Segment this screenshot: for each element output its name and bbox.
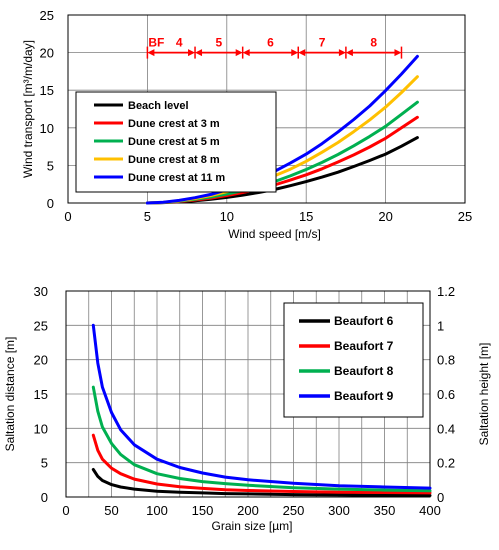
plot-frame: [67, 14, 466, 204]
x-axis-label: Wind speed [m/s]: [228, 227, 321, 241]
beaufort-number: 7: [319, 36, 326, 50]
x-tick-label: 10: [220, 209, 234, 224]
y-tick-label: 10: [40, 121, 54, 136]
beaufort-arrowhead: [291, 49, 299, 57]
y2-tick-label: 0: [437, 490, 444, 505]
x-tick-label: 150: [192, 503, 214, 518]
y-tick-label: 0: [47, 196, 54, 211]
beaufort-arrowhead: [195, 49, 203, 57]
beaufort-arrowhead: [235, 49, 243, 57]
y2-tick-label: 1: [437, 318, 444, 333]
x-axis-label: Grain size [µm]: [212, 519, 293, 533]
y-axis-label: Saltation distance [m]: [3, 337, 17, 452]
beaufort-arrowhead: [188, 49, 196, 57]
y-axis-label: Wind transport [m³/m/day]: [21, 40, 35, 178]
x-tick-label: 20: [378, 209, 392, 224]
y-tick-label: 5: [41, 456, 48, 471]
y-tick-label: 0: [41, 490, 48, 505]
y-tick-label: 15: [34, 387, 48, 402]
series-line: [91, 468, 432, 497]
series-line: [145, 54, 419, 205]
legend-entry: Beaufort 8: [334, 364, 394, 378]
beaufort-number: 6: [267, 36, 274, 50]
series-line: [91, 385, 432, 493]
legend-entry: Beach level: [128, 100, 189, 112]
beaufort-number: 5: [216, 36, 223, 50]
beaufort-arrowhead: [394, 49, 402, 57]
legend-entry: Beaufort 7: [334, 339, 394, 353]
y-tick-label: 5: [47, 158, 54, 173]
legend-entry: Dune crest at 8 m: [128, 154, 220, 166]
x-tick-label: 250: [283, 503, 305, 518]
legend-entry: Beaufort 9: [334, 389, 394, 403]
y2-tick-label: 0.2: [437, 456, 455, 471]
y2-tick-label: 0.6: [437, 387, 455, 402]
beaufort-label: BF: [148, 36, 164, 50]
beaufort-number: 4: [176, 36, 183, 50]
y-tick-label: 20: [40, 46, 54, 61]
y-tick-label: 30: [34, 284, 48, 299]
chart-saltation: 0 50 100 150 200 250 300 350 40005101520253000.2…: [3, 284, 491, 533]
series-line: [91, 433, 432, 495]
beaufort-number: 8: [370, 36, 377, 50]
legend-entry: Dune crest at 11 m: [128, 172, 225, 184]
x-tick-label: 400: [419, 503, 441, 518]
beaufort-arrowhead: [338, 49, 346, 57]
legend-entry: Beaufort 6: [334, 314, 394, 328]
x-tick-label: 100: [146, 503, 168, 518]
x-tick-label: 300: [328, 503, 350, 518]
beaufort-arrowhead: [298, 49, 306, 57]
chart-wind-transport: 0 5 10 15 20 25 0 5 10 15 20 25 Wind speed [m/s] Wind…: [21, 8, 472, 241]
y-tick-label: 25: [34, 318, 48, 333]
legend-entry: Dune crest at 5 m: [128, 136, 220, 148]
x-tick-label: 25: [458, 209, 472, 224]
y2-tick-label: 1.2: [437, 284, 455, 299]
y-tick-label: 10: [34, 421, 48, 436]
y2-axis-label: Saltation height [m]: [477, 343, 491, 446]
y-tick-label: 15: [40, 83, 54, 98]
beaufort-arrowhead: [345, 49, 353, 57]
series-line: [91, 323, 432, 490]
x-tick-label: 50: [104, 503, 118, 518]
plot-frame: [65, 290, 431, 498]
beaufort-arrowhead: [147, 49, 155, 57]
x-tick-label: 0: [64, 209, 71, 224]
x-tick-label: 0: [62, 503, 69, 518]
x-tick-label: 5: [144, 209, 151, 224]
x-tick-label: 350: [374, 503, 396, 518]
x-tick-label: 200: [237, 503, 259, 518]
x-tick-label: 15: [299, 209, 313, 224]
beaufort-arrowhead: [242, 49, 250, 57]
y-tick-label: 25: [40, 8, 54, 23]
y2-tick-label: 0.4: [437, 421, 455, 436]
y-tick-label: 20: [34, 353, 48, 368]
y2-tick-label: 0.8: [437, 353, 455, 368]
legend-entry: Dune crest at 3 m: [128, 118, 220, 130]
